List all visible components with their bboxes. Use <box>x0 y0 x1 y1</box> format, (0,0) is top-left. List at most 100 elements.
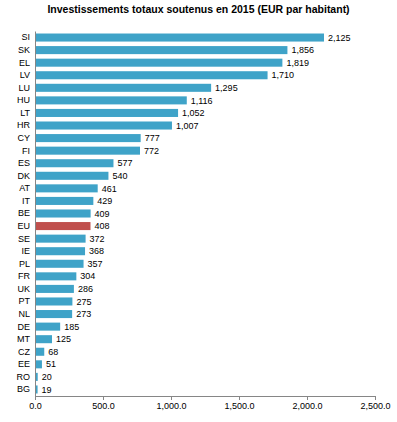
data-label: 1,819 <box>286 58 309 68</box>
category-label: NL <box>18 309 30 319</box>
tick: 1,000.0 <box>156 396 186 411</box>
tick: 1,500.0 <box>224 396 254 411</box>
bar <box>35 272 76 280</box>
bar <box>35 285 74 293</box>
category-label: CZ <box>18 347 30 357</box>
data-label: 19 <box>42 385 52 395</box>
category-label: AT <box>19 183 30 193</box>
data-label: 20 <box>42 372 52 382</box>
tick: 2,000.0 <box>292 396 322 411</box>
bar <box>35 348 44 356</box>
category-label: HU <box>17 95 30 105</box>
category-label: DE <box>17 321 30 331</box>
tick: 2,500.0 <box>360 396 390 411</box>
tick: UK <box>17 284 30 294</box>
category-label: BG <box>17 384 30 394</box>
y-axis: SISKELLVLUHULTHRCYFIESDKATITBEEUSEIEPLFR… <box>17 32 36 397</box>
category-label: EU <box>17 221 30 231</box>
category-label: ES <box>18 158 30 168</box>
tick: SE <box>18 234 30 244</box>
data-label: 1,052 <box>182 108 205 118</box>
tick: CZ <box>18 347 30 357</box>
tick: HR <box>17 120 30 130</box>
tick-label: 0.0 <box>29 401 42 411</box>
category-label: FI <box>22 146 30 156</box>
category-label: EL <box>19 58 30 68</box>
data-label: 368 <box>89 246 104 256</box>
tick: ES <box>18 158 30 168</box>
category-label: SI <box>21 32 30 42</box>
bar <box>35 222 90 230</box>
category-label: DK <box>17 171 30 181</box>
data-label: 777 <box>145 133 160 143</box>
data-label: 275 <box>76 297 91 307</box>
tick: IT <box>22 196 31 206</box>
tick: LV <box>20 70 30 80</box>
tick: EE <box>18 359 30 369</box>
bar <box>35 360 42 368</box>
tick: IE <box>21 246 30 256</box>
bar <box>35 260 84 268</box>
tick: LU <box>18 83 30 93</box>
tick: CY <box>17 133 30 143</box>
tick-label: 2,500.0 <box>360 401 390 411</box>
data-label: 273 <box>76 309 91 319</box>
tick: DK <box>17 171 30 181</box>
category-label: CY <box>17 133 30 143</box>
tick-mark <box>239 396 240 400</box>
tick-label: 1,000.0 <box>156 401 186 411</box>
tick: MT <box>17 334 30 344</box>
category-label: UK <box>17 284 30 294</box>
bar <box>35 335 52 343</box>
bar <box>35 121 172 129</box>
plot: 0.0500.01,000.01,500.02,000.02,500.0SISK… <box>17 32 391 412</box>
data-label: 461 <box>102 184 117 194</box>
bar <box>35 147 140 155</box>
bar <box>35 109 178 117</box>
tick: SI <box>21 32 30 42</box>
bar <box>35 310 72 318</box>
tick: FR <box>18 271 30 281</box>
x-axis: 0.0500.01,000.01,500.02,000.02,500.0 <box>29 396 390 411</box>
tick: RO <box>17 372 31 382</box>
tick: LT <box>20 108 30 118</box>
category-label: SE <box>18 234 30 244</box>
category-label: IT <box>22 196 31 206</box>
bar <box>35 134 141 142</box>
bar <box>35 59 282 67</box>
tick-mark <box>103 396 104 400</box>
bar <box>35 297 72 305</box>
tick-mark <box>171 396 172 400</box>
tick: 0.0 <box>29 396 42 411</box>
category-label: FR <box>18 271 30 281</box>
data-labels: 2,1251,8561,8191,7101,2951,1161,0521,007… <box>42 33 351 395</box>
tick: DE <box>17 321 30 331</box>
bar <box>35 323 60 331</box>
tick-mark <box>35 396 36 400</box>
category-label: LV <box>20 70 30 80</box>
tick: EU <box>17 221 30 231</box>
data-label: 1,116 <box>191 96 213 106</box>
category-label: PT <box>18 296 30 306</box>
bar <box>35 71 268 79</box>
data-label: 304 <box>80 271 95 281</box>
tick: BG <box>17 384 30 394</box>
title: Investissements totaux soutenus en 2015 … <box>47 3 349 15</box>
tick-mark <box>307 396 308 400</box>
data-label: 1,856 <box>291 45 314 55</box>
tick: PT <box>18 296 30 306</box>
category-label: EE <box>18 359 30 369</box>
tick-mark <box>375 396 376 400</box>
data-label: 1,007 <box>176 121 199 131</box>
bars <box>35 34 324 394</box>
bar <box>35 34 324 42</box>
tick: SK <box>18 45 30 55</box>
bar <box>35 172 108 180</box>
tick-label: 1,500.0 <box>224 401 254 411</box>
tick: EL <box>19 58 30 68</box>
data-label: 577 <box>117 158 132 168</box>
data-label: 357 <box>88 259 103 269</box>
data-label: 68 <box>48 347 58 357</box>
category-label: SK <box>18 45 30 55</box>
axis-line <box>35 32 36 397</box>
